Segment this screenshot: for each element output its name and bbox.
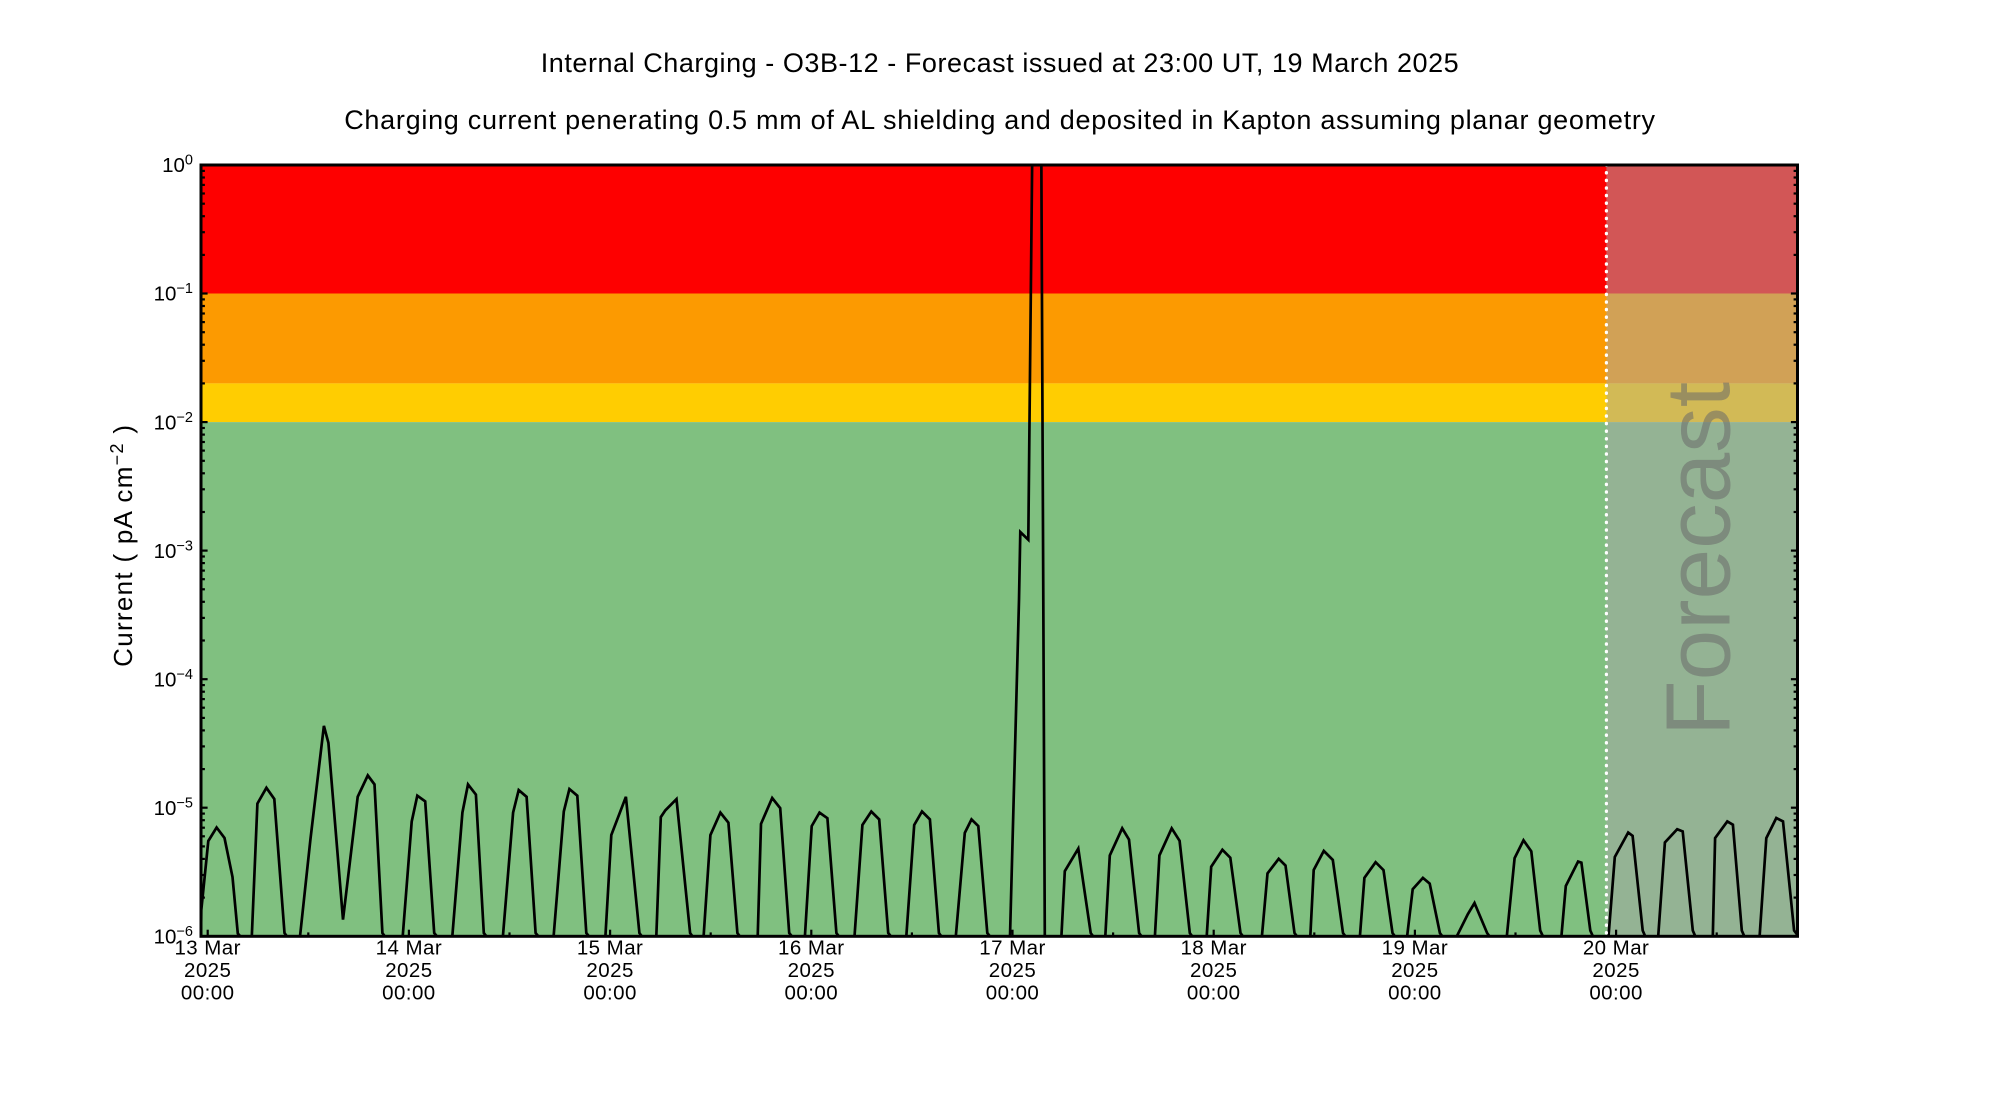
svg-text:2025: 2025 bbox=[1391, 959, 1438, 982]
svg-text:00:00: 00:00 bbox=[583, 982, 637, 1005]
svg-text:2025: 2025 bbox=[788, 959, 835, 982]
svg-text:2025: 2025 bbox=[184, 959, 231, 982]
svg-text:00:00: 00:00 bbox=[1589, 982, 1643, 1005]
svg-text:2025: 2025 bbox=[385, 959, 432, 982]
svg-text:Current ( pA cm−2 ): Current ( pA cm−2 ) bbox=[107, 424, 138, 667]
svg-text:100: 100 bbox=[162, 153, 193, 178]
svg-text:00:00: 00:00 bbox=[181, 982, 235, 1005]
svg-text:00:00: 00:00 bbox=[1187, 982, 1241, 1005]
svg-text:2025: 2025 bbox=[586, 959, 633, 982]
svg-text:13 Mar: 13 Mar bbox=[174, 937, 241, 960]
svg-text:16 Mar: 16 Mar bbox=[778, 937, 845, 960]
svg-text:00:00: 00:00 bbox=[785, 982, 839, 1005]
svg-text:00:00: 00:00 bbox=[986, 982, 1040, 1005]
svg-text:14 Mar: 14 Mar bbox=[376, 937, 443, 960]
svg-text:10−3: 10−3 bbox=[154, 538, 193, 563]
svg-text:20 Mar: 20 Mar bbox=[1583, 937, 1650, 960]
svg-text:2025: 2025 bbox=[1592, 959, 1639, 982]
svg-text:10−5: 10−5 bbox=[154, 795, 193, 820]
svg-text:15 Mar: 15 Mar bbox=[577, 937, 644, 960]
svg-text:19 Mar: 19 Mar bbox=[1382, 937, 1449, 960]
svg-text:17 Mar: 17 Mar bbox=[979, 937, 1046, 960]
svg-text:18 Mar: 18 Mar bbox=[1180, 937, 1247, 960]
svg-text:Internal Charging - O3B-12 - F: Internal Charging - O3B-12 - Forecast is… bbox=[541, 48, 1460, 78]
svg-text:Charging current penerating 0.: Charging current penerating 0.5 mm of AL… bbox=[344, 105, 1656, 135]
svg-text:Forecast: Forecast bbox=[1649, 382, 1750, 736]
svg-text:00:00: 00:00 bbox=[1388, 982, 1442, 1005]
svg-text:2025: 2025 bbox=[1190, 959, 1237, 982]
svg-text:00:00: 00:00 bbox=[382, 982, 436, 1005]
svg-text:2025: 2025 bbox=[989, 959, 1036, 982]
